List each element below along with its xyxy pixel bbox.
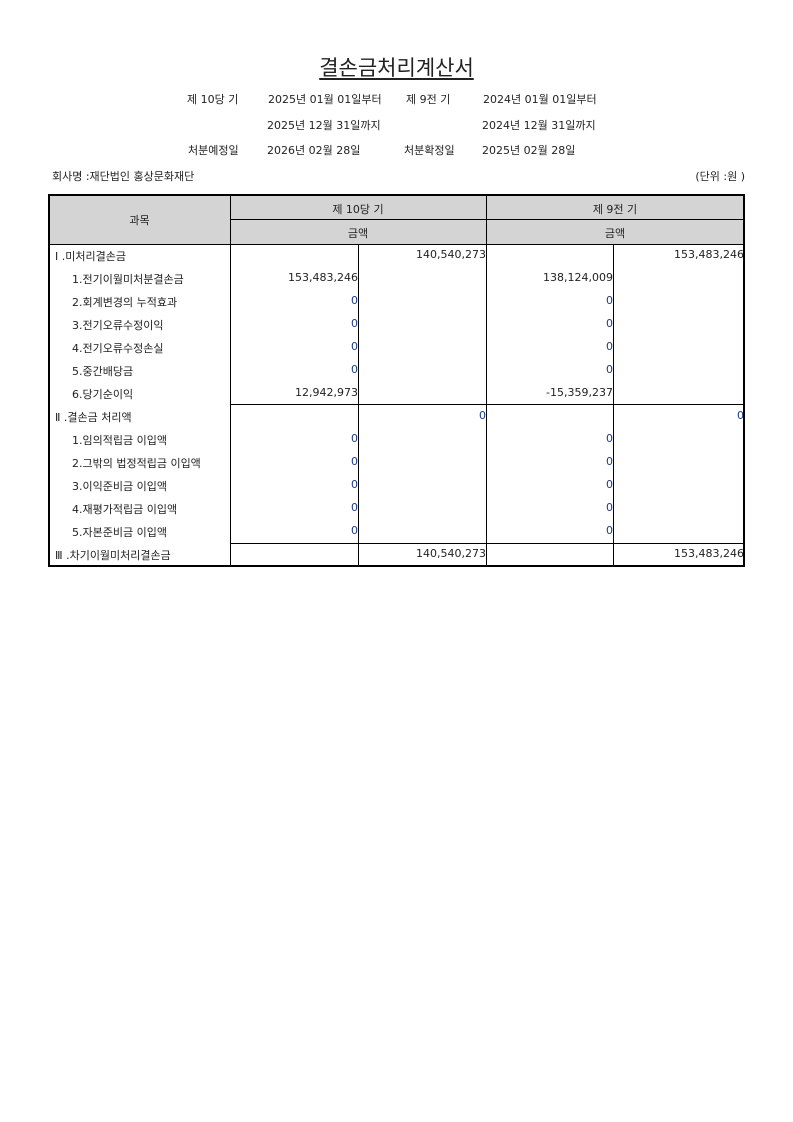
prior-detail-amount: 0 xyxy=(606,294,613,307)
current-to: 2025년 12월 31일까지 xyxy=(267,119,381,132)
header-current-amount: 금액 xyxy=(347,227,369,240)
prior-detail-amount: 0 xyxy=(606,432,613,445)
unit-label: (단위 :원 ) xyxy=(695,170,745,183)
row-label: 4.전기오류수정손실 xyxy=(72,342,164,355)
row-label: 6.당기순이익 xyxy=(72,388,134,401)
current-detail-amount: 12,942,973 xyxy=(295,386,358,399)
current-total-amount: 140,540,273 xyxy=(416,248,486,261)
header-current-period: 제 10당 기 xyxy=(332,203,384,216)
table-rule xyxy=(613,244,614,566)
table-rule xyxy=(230,404,744,405)
row-label: 2.그밖의 법정적립금 이입액 xyxy=(72,457,201,470)
row-label: 5.자본준비금 이입액 xyxy=(72,526,167,539)
header-prior-amount: 금액 xyxy=(604,227,626,240)
prior-detail-amount: 0 xyxy=(606,363,613,376)
current-detail-amount: 0 xyxy=(351,294,358,307)
prior-detail-amount: 0 xyxy=(606,455,613,468)
table-rule xyxy=(743,194,745,567)
table-rule xyxy=(48,565,745,567)
table-rule xyxy=(230,543,744,544)
prior-detail-amount: 138,124,009 xyxy=(543,271,613,284)
current-total-amount: 0 xyxy=(479,409,486,422)
row-label: 4.재평가적립금 이입액 xyxy=(72,503,178,516)
prior-detail-amount: 0 xyxy=(606,478,613,491)
planned-date-label: 처분예정일 xyxy=(188,144,239,157)
current-from: 2025년 01월 01일부터 xyxy=(268,93,382,106)
current-detail-amount: 0 xyxy=(351,363,358,376)
current-detail-amount: 0 xyxy=(351,317,358,330)
row-label: Ⅲ .차기이월미처리결손금 xyxy=(55,549,171,562)
prior-detail-amount: 0 xyxy=(606,501,613,514)
row-label: 3.이익준비금 이입액 xyxy=(72,480,167,493)
row-label: 1.전기이월미처분결손금 xyxy=(72,273,184,286)
table-rule xyxy=(48,194,50,567)
table-rule xyxy=(230,219,744,220)
header-prior-period: 제 9전 기 xyxy=(592,203,638,216)
current-detail-amount: 0 xyxy=(351,501,358,514)
current-detail-amount: 0 xyxy=(351,340,358,353)
confirmed-date: 2025년 02월 28일 xyxy=(482,144,576,157)
row-label: 5.중간배당금 xyxy=(72,365,134,378)
current-detail-amount: 0 xyxy=(351,524,358,537)
planned-date: 2026년 02월 28일 xyxy=(267,144,361,157)
row-label: Ⅰ .미처리결손금 xyxy=(55,250,126,263)
prior-to: 2024년 12월 31일까지 xyxy=(482,119,596,132)
prior-detail-amount: 0 xyxy=(606,524,613,537)
prior-total-amount: 153,483,246 xyxy=(674,248,744,261)
confirmed-date-label: 처분확정일 xyxy=(404,144,455,157)
prior-from: 2024년 01월 01일부터 xyxy=(483,93,597,106)
row-label: 2.회계변경의 누적효과 xyxy=(72,296,178,309)
prior-total-amount: 153,483,246 xyxy=(674,547,744,560)
table-rule xyxy=(48,194,745,196)
prior-detail-amount: 0 xyxy=(606,317,613,330)
row-label: 1.임의적립금 이입액 xyxy=(72,434,167,447)
table-rule xyxy=(486,195,487,566)
row-label: 3.전기오류수정이익 xyxy=(72,319,164,332)
prior-total-amount: 0 xyxy=(737,409,744,422)
header-subject: 과목 xyxy=(129,214,150,227)
table-rule xyxy=(358,244,359,566)
company-name: 회사명 :재단법인 홍상문화재단 xyxy=(52,170,195,183)
prior-detail-amount: -15,359,237 xyxy=(546,386,613,399)
table-rule xyxy=(230,195,231,566)
document-title: 결손금처리계산서 xyxy=(319,56,474,80)
current-detail-amount: 153,483,246 xyxy=(288,271,358,284)
table-rule xyxy=(49,244,744,245)
prior-detail-amount: 0 xyxy=(606,340,613,353)
current-detail-amount: 0 xyxy=(351,455,358,468)
row-label: Ⅱ .결손금 처리액 xyxy=(55,411,132,424)
current-period-label: 제 10당 기 xyxy=(187,93,239,106)
current-detail-amount: 0 xyxy=(351,432,358,445)
current-total-amount: 140,540,273 xyxy=(416,547,486,560)
current-detail-amount: 0 xyxy=(351,478,358,491)
prior-period-label: 제 9전 기 xyxy=(406,93,451,106)
